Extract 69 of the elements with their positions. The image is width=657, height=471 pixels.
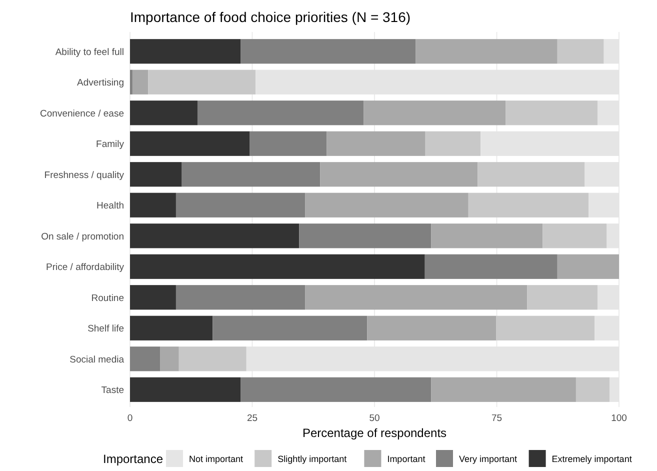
bar: [130, 377, 241, 402]
bar: [240, 377, 432, 402]
bar: [424, 254, 558, 279]
bar: [299, 224, 432, 248]
bar: [557, 39, 604, 64]
bar: [416, 39, 558, 64]
legend-label: Slightly important: [278, 454, 348, 464]
bar: [431, 224, 543, 248]
bar: [431, 377, 576, 402]
bar: [212, 316, 368, 340]
bar: [130, 39, 241, 64]
bar: [468, 192, 589, 218]
bar: [305, 285, 528, 310]
legend-title: Importance: [103, 452, 164, 466]
bar: [130, 131, 250, 156]
bar: [132, 70, 148, 94]
y-tick-label: Ability to feel full: [55, 46, 124, 58]
bar: [496, 316, 595, 340]
bar: [176, 192, 306, 218]
bar: [542, 224, 607, 248]
bar: [130, 224, 300, 248]
bar: [130, 285, 176, 310]
y-tick-label: Social media: [70, 354, 125, 366]
x-tick-label: 0: [127, 413, 133, 424]
bar: [425, 131, 481, 156]
x-tick-label: 50: [369, 413, 380, 424]
y-tick-label: Health: [96, 200, 124, 212]
x-tick-label: 25: [246, 413, 258, 424]
bar: [527, 285, 598, 310]
bar: [130, 162, 182, 187]
bar: [240, 39, 416, 64]
bar: [250, 131, 327, 156]
bar: [130, 346, 160, 372]
bar: [320, 162, 478, 187]
y-tick-label: Routine: [91, 292, 124, 304]
x-axis-title: Percentage of respondents: [302, 426, 447, 440]
y-tick-label: On sale / promotion: [41, 231, 124, 242]
chart-title: Importance of food choice priorities (N = 316): [130, 9, 411, 25]
bar: [130, 254, 425, 279]
bar: [148, 70, 256, 94]
bar: [130, 100, 198, 126]
y-tick-label: Shelf life: [88, 324, 124, 335]
x-tick-label: 75: [491, 413, 502, 424]
legend-label: Important: [387, 454, 426, 464]
y-tick-label: Price / affordability: [46, 262, 124, 274]
y-tick-label: Convenience / ease: [40, 108, 124, 120]
legend-label: Extremely important: [552, 454, 632, 464]
y-tick-label: Taste: [101, 385, 124, 396]
bar: [178, 346, 246, 372]
x-tick-label: 100: [611, 413, 627, 424]
legend-label: Very important: [459, 454, 518, 464]
bar: [478, 162, 585, 187]
y-tick-label: Freshness / quality: [44, 170, 124, 181]
legend-label: Not important: [189, 454, 244, 464]
bar: [326, 131, 426, 156]
bar: [364, 100, 506, 126]
bar: [506, 100, 598, 126]
y-tick-label: Advertising: [77, 78, 124, 89]
bar: [182, 162, 320, 187]
bar: [160, 346, 179, 372]
bar: [367, 316, 496, 340]
bar: [557, 254, 619, 279]
bar: [130, 192, 176, 218]
bar: [130, 316, 213, 340]
bar: [576, 377, 610, 402]
bar: [197, 100, 364, 126]
bar: [305, 192, 468, 218]
y-tick-label: Family: [96, 139, 124, 150]
bar: [176, 285, 306, 310]
